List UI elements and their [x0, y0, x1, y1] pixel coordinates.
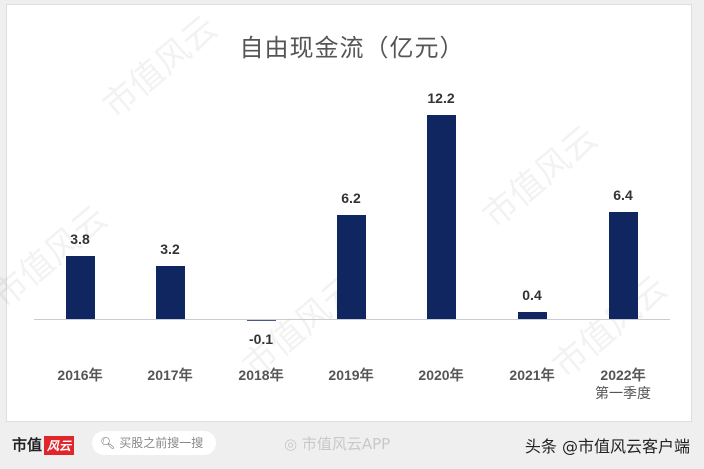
- bar-4: [426, 115, 456, 319]
- search-icon: 🔍︎: [100, 436, 116, 450]
- weibo-icon: ◎: [284, 435, 298, 453]
- x-tick-label: 2016年: [57, 367, 103, 383]
- footer: 市值 风云 🔍︎ 买股之前搜一搜 ◎ 市值风云APP 头条 @市值风云客户端: [0, 420, 704, 469]
- bar-6: [608, 212, 638, 319]
- brand-logo: 市值 风云: [12, 434, 75, 455]
- search-input[interactable]: 🔍︎ 买股之前搜一搜: [92, 431, 216, 455]
- data-label: 3.8: [70, 230, 90, 247]
- x-tick-label: 2017年: [147, 367, 193, 383]
- toutiao-credit: 头条 @市值风云客户端: [524, 437, 690, 456]
- chart-title: 自由现金流（亿元）: [239, 34, 465, 62]
- data-label: 12.2: [427, 90, 455, 107]
- data-label: -0.1: [248, 331, 274, 347]
- bar-0: [65, 255, 95, 319]
- x-tick-label: 2018年: [238, 367, 284, 383]
- chart-card: [6, 4, 692, 422]
- data-label: 6.2: [341, 190, 361, 207]
- bar-1: [155, 265, 185, 319]
- x-tick-label: 2019年: [328, 367, 374, 383]
- brand-text: 市值: [12, 436, 43, 454]
- search-placeholder: 买股之前搜一搜: [119, 436, 204, 450]
- bar-3: [336, 215, 366, 319]
- weibo-watermark: ◎ 市值风云APP: [284, 433, 390, 454]
- weibo-text: 市值风云APP: [301, 435, 391, 453]
- data-label: 3.2: [160, 240, 180, 257]
- x-tick-label: 2021年: [509, 367, 555, 383]
- brand-badge: 风云: [44, 436, 75, 455]
- x-axis-line: [34, 319, 670, 320]
- x-tick-label: 2022年 第一季度: [595, 367, 651, 401]
- bar-5: [517, 312, 547, 319]
- x-tick-label: 2020年: [418, 367, 464, 383]
- data-label: 0.4: [522, 287, 542, 304]
- bar-2: [246, 320, 276, 321]
- data-label: 6.4: [613, 187, 633, 204]
